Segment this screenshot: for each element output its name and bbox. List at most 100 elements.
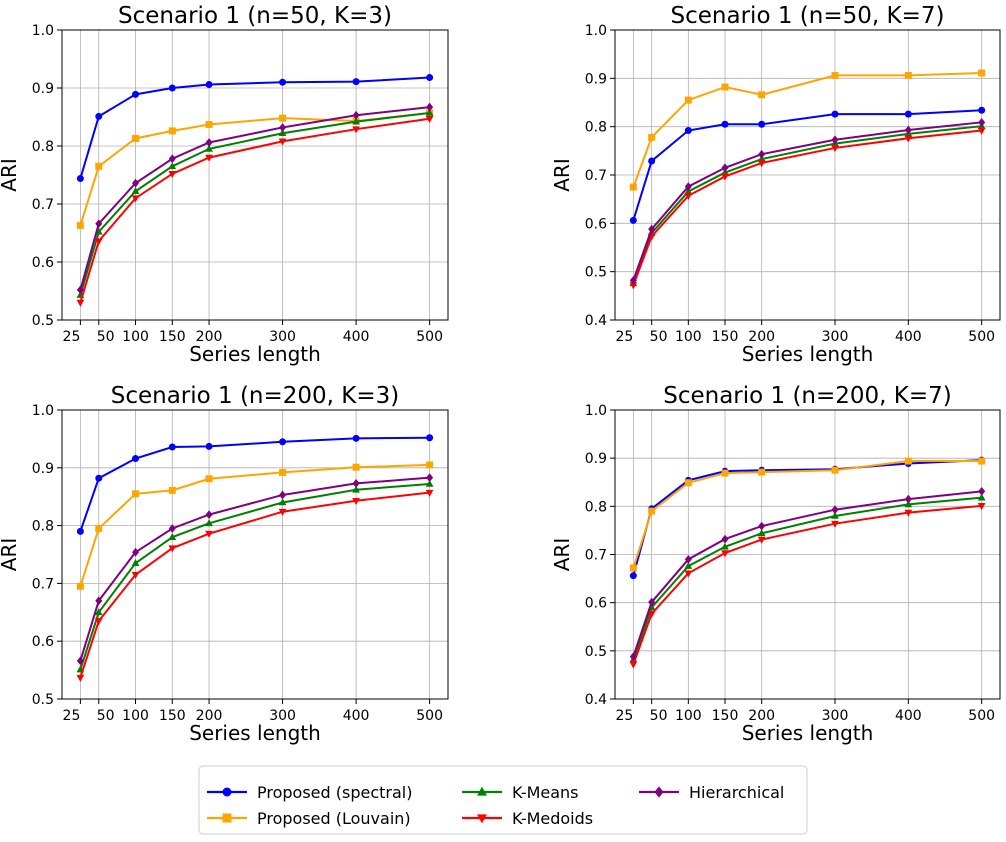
data-point-s4-1 <box>76 299 85 307</box>
data-point-s1-4 <box>168 443 176 451</box>
y-tick-label: 0.6 <box>32 255 54 271</box>
data-point-s1-6 <box>831 110 839 118</box>
data-point-s2-4 <box>721 83 729 91</box>
data-point-s4-8 <box>977 503 986 511</box>
data-point-s4-1 <box>76 674 85 682</box>
y-tick-label: 1.0 <box>585 403 607 419</box>
data-point-s1-2 <box>648 157 656 165</box>
data-point-s1-3 <box>684 127 692 135</box>
data-point-s2-1 <box>76 221 84 229</box>
x-tick-label: 25 <box>616 329 634 345</box>
legend-label-1: Proposed (spectral) <box>257 783 412 802</box>
data-point-s4-4 <box>721 550 729 558</box>
series-line-4 <box>79 491 430 678</box>
x-tick-label: 25 <box>63 329 81 345</box>
data-point-s3-8 <box>977 493 986 501</box>
data-point-s5-3 <box>132 178 140 188</box>
y-tick-label: 0.4 <box>585 313 607 329</box>
series-line-3 <box>632 496 982 660</box>
y-axis-label: ARI <box>0 158 21 191</box>
data-point-s5-7 <box>352 110 360 120</box>
x-tick-label: 150 <box>159 708 186 724</box>
x-tick-label: 200 <box>748 708 775 724</box>
data-point-s4-2 <box>94 618 103 626</box>
data-point-s1-3 <box>132 455 140 463</box>
y-tick-label: 0.8 <box>32 519 54 535</box>
data-point-s5-7 <box>904 125 912 135</box>
x-tick-label: 500 <box>968 329 995 345</box>
data-point-s2-6 <box>279 114 287 122</box>
data-point-s2-2 <box>95 524 103 532</box>
data-point-s4-8 <box>977 127 986 135</box>
data-point-s2-7 <box>904 71 912 79</box>
x-tick-label: 150 <box>712 708 739 724</box>
data-point-s2-2 <box>648 507 656 515</box>
legend-marker-5 <box>654 786 664 798</box>
data-point-s5-4 <box>168 524 176 533</box>
data-point-s2-5 <box>758 91 766 99</box>
data-point-s2-6 <box>279 468 287 476</box>
series-line-3 <box>632 125 982 284</box>
y-tick-label: 0.7 <box>585 168 607 184</box>
x-tick-label: 50 <box>650 329 668 345</box>
y-tick-label: 0.7 <box>585 548 607 564</box>
legend-marker-2 <box>222 813 232 823</box>
chart-title: Scenario 1 (n=200, K=3) <box>111 383 400 409</box>
x-tick-label: 400 <box>895 329 922 345</box>
data-point-s4-3 <box>684 570 693 578</box>
data-point-s1-4 <box>721 120 729 128</box>
data-point-s5-8 <box>978 487 986 496</box>
data-point-s5-1 <box>629 275 637 285</box>
data-point-s2-8 <box>978 457 986 465</box>
x-tick-label: 400 <box>895 708 922 724</box>
data-point-s3-4 <box>168 532 177 540</box>
series-line-2 <box>632 460 982 569</box>
data-point-s3-7 <box>352 117 360 125</box>
x-tick-label: 300 <box>822 329 849 345</box>
data-point-s2-5 <box>205 121 213 129</box>
chart-title: Scenario 1 (n=50, K=3) <box>118 3 392 29</box>
data-point-s5-2 <box>95 219 103 229</box>
x-tick-label: 200 <box>196 708 223 724</box>
data-point-s2-6 <box>831 466 839 474</box>
data-point-s4-5 <box>757 536 766 544</box>
x-tick-label: 200 <box>196 329 223 345</box>
x-tick-label: 300 <box>269 329 296 345</box>
series-line-1 <box>632 459 982 576</box>
x-tick-label: 200 <box>748 329 775 345</box>
x-tick-label: 300 <box>269 708 296 724</box>
y-tick-label: 0.8 <box>585 120 607 136</box>
data-point-s3-4 <box>721 542 729 550</box>
series-line-2 <box>632 72 982 188</box>
data-point-s5-2 <box>648 224 656 234</box>
y-axis-label: ARI <box>550 158 574 191</box>
series-line-5 <box>79 476 430 662</box>
legend-box <box>198 765 808 835</box>
data-point-s3-6 <box>278 129 287 137</box>
data-point-s5-3 <box>684 554 692 564</box>
data-point-s4-4 <box>721 173 729 181</box>
chart-title: Scenario 1 (n=200, K=7) <box>663 383 952 409</box>
x-tick-label: 500 <box>416 329 443 345</box>
y-tick-label: 0.6 <box>32 634 54 650</box>
data-point-s4-7 <box>352 126 360 134</box>
series-line-3 <box>79 111 430 296</box>
series-line-1 <box>79 436 430 532</box>
x-tick-label: 100 <box>675 708 702 724</box>
data-point-s2-3 <box>132 134 140 142</box>
y-tick-label: 0.9 <box>32 81 54 97</box>
data-point-s1-6 <box>279 78 287 86</box>
x-axis-label: Series length <box>742 721 874 745</box>
data-point-s3-5 <box>757 529 766 537</box>
data-point-s3-7 <box>352 485 360 493</box>
y-tick-label: 0.6 <box>585 216 607 232</box>
series-line-5 <box>79 106 430 291</box>
data-point-s4-6 <box>831 520 839 528</box>
data-point-s4-8 <box>425 489 434 497</box>
y-tick-label: 0.5 <box>585 265 607 281</box>
series-line-1 <box>632 109 982 221</box>
data-point-s1-6 <box>279 438 287 446</box>
data-point-s4-6 <box>831 145 839 153</box>
series-line-2 <box>79 111 430 226</box>
data-point-s5-8 <box>426 102 434 112</box>
